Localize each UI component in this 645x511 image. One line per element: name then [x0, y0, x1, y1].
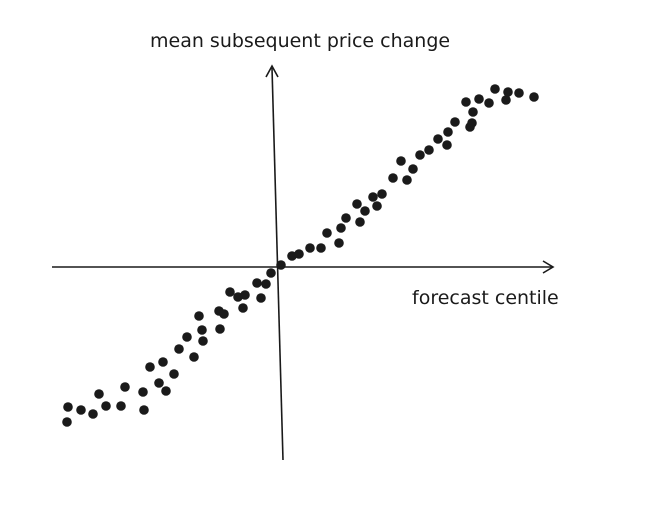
data-point-42: [352, 199, 362, 209]
data-point-52: [424, 145, 434, 155]
data-point-5: [94, 389, 104, 399]
data-point-16: [182, 332, 192, 342]
data-point-47: [388, 173, 398, 183]
data-point-4: [101, 401, 111, 411]
data-point-17: [189, 352, 199, 362]
data-point-22: [219, 309, 229, 319]
data-point-67: [529, 92, 539, 102]
data-point-10: [145, 362, 155, 372]
data-point-64: [501, 95, 511, 105]
data-point-35: [305, 243, 315, 253]
data-point-29: [261, 279, 271, 289]
data-point-61: [474, 94, 484, 104]
data-point-51: [415, 150, 425, 160]
data-point-53: [433, 134, 443, 144]
data-point-59: [468, 107, 478, 117]
data-point-14: [169, 369, 179, 379]
data-point-11: [158, 357, 168, 367]
data-point-12: [154, 378, 164, 388]
data-point-27: [238, 303, 248, 313]
data-point-28: [252, 278, 262, 288]
data-point-60: [461, 97, 471, 107]
data-point-32: [276, 260, 286, 270]
data-point-66: [514, 88, 524, 98]
data-point-20: [198, 336, 208, 346]
data-point-6: [116, 401, 126, 411]
data-point-34: [294, 249, 304, 259]
data-point-2: [76, 405, 86, 415]
data-point-19: [197, 325, 207, 335]
data-point-31: [266, 268, 276, 278]
data-point-54: [443, 127, 453, 137]
y-axis-label: mean subsequent price change: [150, 30, 450, 52]
data-point-50: [408, 164, 418, 174]
data-point-13: [161, 386, 171, 396]
data-point-26: [240, 290, 250, 300]
data-point-8: [138, 387, 148, 397]
data-point-49: [402, 175, 412, 185]
data-point-0: [62, 417, 72, 427]
data-point-37: [334, 238, 344, 248]
data-point-44: [368, 192, 378, 202]
data-point-62: [484, 98, 494, 108]
data-point-43: [360, 206, 370, 216]
data-point-55: [442, 140, 452, 150]
x-axis-arrow-icon: [542, 260, 555, 274]
data-point-7: [120, 382, 130, 392]
data-point-24: [225, 287, 235, 297]
y-axis-arrow-icon: [265, 64, 279, 78]
x-axis-label: forecast centile: [412, 287, 559, 309]
data-point-56: [450, 117, 460, 127]
data-point-15: [174, 344, 184, 354]
data-point-58: [467, 118, 477, 128]
data-point-63: [490, 84, 500, 94]
data-point-46: [377, 189, 387, 199]
data-point-48: [396, 156, 406, 166]
data-point-41: [355, 217, 365, 227]
data-point-45: [372, 201, 382, 211]
data-point-36: [316, 243, 326, 253]
data-point-18: [194, 311, 204, 321]
data-point-38: [322, 228, 332, 238]
data-point-23: [215, 324, 225, 334]
data-point-9: [139, 405, 149, 415]
data-point-3: [88, 409, 98, 419]
data-point-65: [503, 87, 513, 97]
data-point-40: [341, 213, 351, 223]
data-point-1: [63, 402, 73, 412]
data-point-30: [256, 293, 266, 303]
data-point-39: [336, 223, 346, 233]
data-points: [62, 84, 539, 427]
